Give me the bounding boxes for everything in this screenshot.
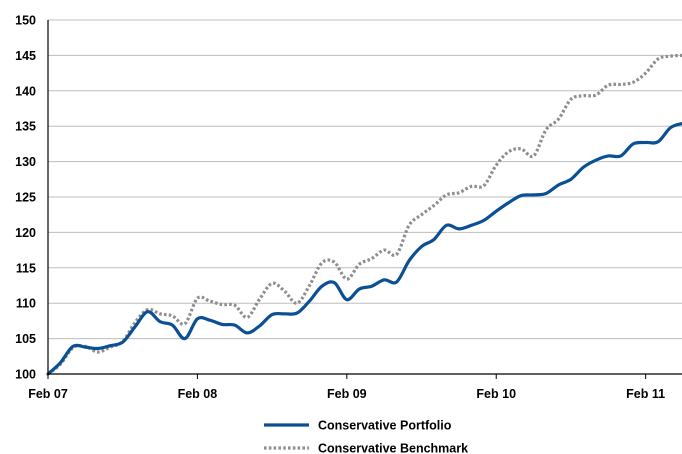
x-tick-labels: Feb 07 Feb 08 Feb 09 Feb 10 Feb 11: [28, 374, 665, 401]
series-line-benchmark: [47, 53, 682, 376]
x-tick-label: Feb 07: [28, 387, 68, 401]
y-tick-label: 150: [15, 14, 36, 28]
y-tick-label: 105: [15, 332, 36, 346]
x-tick-label: Feb 08: [178, 387, 218, 401]
y-tick-labels: 100 105 110 115 120 125 130 135 140 145 150: [15, 14, 36, 382]
y-tick-label: 125: [15, 191, 36, 205]
x-tick-label: Feb 11: [626, 387, 665, 401]
y-tick-label: 140: [15, 84, 36, 98]
x-tick-label: Feb 10: [476, 387, 516, 401]
x-tick-label: Feb 09: [327, 387, 367, 401]
y-tick-label: 135: [15, 120, 36, 134]
y-tick-label: 115: [16, 261, 36, 275]
y-tick-label: 120: [15, 226, 36, 240]
y-tick-label: 130: [15, 155, 36, 169]
series-lines: [46, 53, 682, 376]
legend-label-benchmark: Conservative Benchmark: [318, 442, 468, 454]
y-tick-label: 110: [16, 297, 36, 311]
legend-label-portfolio: Conservative Portfolio: [318, 419, 452, 433]
axes: [47, 20, 682, 375]
legend: Conservative Portfolio Conservative Benc…: [264, 419, 468, 454]
y-tick-label: 100: [15, 368, 36, 382]
gridlines: [48, 19, 682, 340]
y-tick-label: 145: [15, 49, 36, 63]
series-line-portfolio: [46, 121, 682, 376]
